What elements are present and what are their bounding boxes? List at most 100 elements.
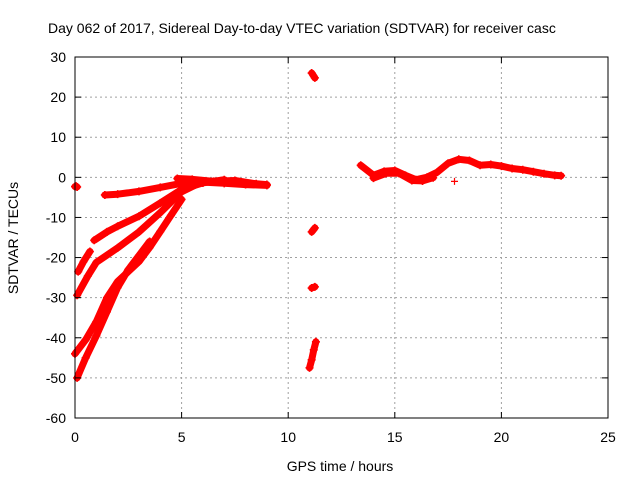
x-tick-label: 15 [387,429,403,445]
x-tick-label: 10 [280,429,296,445]
data-point [166,211,175,220]
y-tick-label: 30 [50,49,66,65]
data-point [72,182,81,191]
data-point [188,175,197,184]
data-point [407,176,416,185]
data-point [113,190,122,199]
data-point [90,236,99,245]
series-seg-h [73,237,154,382]
data-point [230,176,239,185]
y-tick-label: -20 [46,250,66,266]
data-point [369,174,378,183]
data-point [309,345,318,354]
data-point [262,180,271,189]
y-tick-label: -30 [46,290,66,306]
data-point [83,272,92,281]
series-band [73,177,207,299]
data-point [307,69,316,78]
data-point [486,160,495,169]
data-point [113,283,122,292]
data-point [134,251,143,260]
data-point [145,237,154,246]
data-point [311,337,320,346]
series-seg-l [305,337,320,372]
data-point [74,267,83,276]
axis-ticks: 0 5 10 15 20 25 -60 -50 -40 -30 -20 -10 0 10 20 30 [46,49,616,445]
data-point [177,195,186,204]
data-point [497,162,506,171]
y-axis-label: SDTVAR / TECUs [5,182,21,294]
data-point [92,331,101,340]
data-point [310,223,319,232]
data-point [418,176,427,185]
data-point [465,156,474,165]
data-point [79,257,88,266]
y-tick-label: 10 [50,129,66,145]
data-point [173,174,182,183]
data-point [124,265,133,274]
grid [75,57,608,418]
y-tick-label: -40 [46,330,66,346]
data-point [113,222,122,231]
data-point [92,258,101,267]
data-point [156,199,165,208]
data-point [307,227,316,236]
data-point [395,169,404,178]
y-tick-label: -10 [46,209,66,225]
data-point [85,247,94,256]
data-point [529,167,538,176]
data-point [73,182,82,191]
x-tick-label: 0 [71,429,79,445]
y-tick-label: 0 [58,169,66,185]
x-tick-label: 25 [600,429,616,445]
data-point [252,179,261,188]
data-point [310,282,319,291]
data-point [450,177,458,185]
x-tick-label: 20 [494,429,510,445]
data-point [476,161,485,170]
y-tick-label: -50 [46,370,66,386]
data-point [100,190,109,199]
data-point [134,187,143,196]
data-point [454,155,463,164]
data-point [310,73,319,82]
series-seg-o [450,177,458,185]
series-seg-f [73,177,207,300]
series-band [73,238,154,382]
data-point [134,212,143,221]
x-axis-label: GPS time / hours [287,458,394,474]
data-point [540,169,549,178]
data-point [305,363,314,372]
data-point [156,227,165,236]
data-point [177,187,186,196]
series-seg-k [307,282,319,293]
data-point [429,173,438,182]
data-point [433,168,442,177]
series-band [306,338,320,372]
data-point [81,335,90,344]
data-points [71,69,566,382]
series-seg-i [307,69,319,82]
x-tick-label: 5 [178,429,186,445]
data-point [81,353,90,362]
series-seg-e [74,247,94,276]
data-point [557,171,566,180]
series-seg-n [369,169,438,185]
data-point [444,159,453,168]
data-point [508,164,517,173]
series-seg-j [307,223,319,236]
y-tick-label: -60 [46,410,66,426]
chart-title: Day 062 of 2017, Sidereal Day-to-day VTE… [48,20,556,36]
data-point [156,208,165,217]
plot-frame [74,56,609,419]
data-point [134,227,143,236]
data-point [518,165,527,174]
data-point [307,355,316,364]
data-point [356,161,365,170]
y-tick-label: 20 [50,89,66,105]
data-point [102,227,111,236]
data-point [113,243,122,252]
data-point [156,183,165,192]
